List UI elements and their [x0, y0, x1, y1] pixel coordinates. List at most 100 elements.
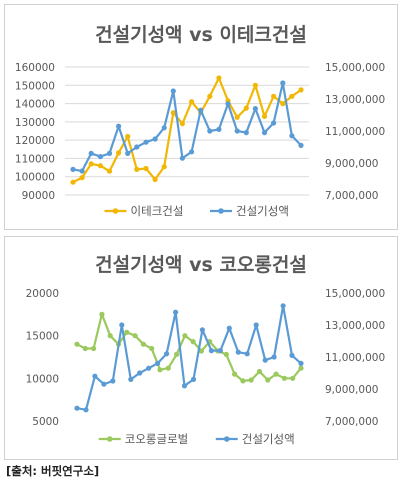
chart-1-series-1-point	[170, 110, 176, 116]
chart-1-series-1-point	[125, 133, 131, 140]
chart-1-series-2-point	[261, 130, 268, 136]
chart-1-right-tick-label: 9,000,000	[325, 158, 378, 170]
chart-1-series-2-point	[79, 168, 85, 174]
chart-1-series-1-point	[289, 93, 295, 99]
chart-1-series-2-point	[97, 154, 103, 160]
chart-2-series-2-point	[289, 352, 295, 358]
chart-1-series-2-point	[289, 133, 295, 139]
chart-2-series-1-point	[165, 365, 171, 371]
chart-1-series-2-point	[189, 149, 195, 155]
chart-2-left-tick-label: 5000	[32, 416, 59, 428]
chart-1-left-tick-label: 150000	[15, 80, 55, 92]
chart-1-series-1-point	[106, 168, 113, 174]
chart-2-series-1-point	[273, 371, 279, 377]
chart-2-title: 건설기성액 vs 코오롱건설	[95, 254, 307, 276]
chart-1-series-1-point	[234, 114, 240, 120]
chart-2-series-1-point	[281, 375, 287, 381]
chart-1-series-2-point	[198, 107, 204, 113]
chart-2-series-1-point	[107, 333, 113, 339]
chart-1-series-1-point	[70, 179, 76, 185]
chart-2-series-2-point	[119, 322, 125, 328]
chart-1-series-2-point	[125, 150, 131, 156]
chart-2-legend-label-1: 코오롱글로벌	[125, 432, 188, 446]
chart-2-series-1-point	[223, 351, 229, 357]
chart-1-series-1-point	[252, 82, 258, 88]
chart-1-left-tick-label: 130000	[15, 117, 55, 129]
chart-2-series-2-point	[146, 365, 152, 371]
chart-1-series-1-point	[79, 175, 85, 181]
chart-2-right-tick-label: 9,000,000	[325, 384, 378, 396]
chart-1-series-2-point	[234, 128, 240, 134]
chart-1-series-1-point	[298, 87, 304, 93]
chart-2-svg: 건설기성액 vs 코오롱건설 5000 10000 15000 20000 7,000,0…	[26, 254, 386, 446]
chart-1-series-2-point	[161, 125, 167, 131]
chart-2-legend-swatch-marker	[106, 436, 113, 442]
chart-1-series-1-point	[143, 165, 149, 172]
chart-2-left-tick-label: 20000	[26, 288, 59, 300]
chart-2-series-2-point	[83, 407, 89, 413]
chart-2-series-2-point	[137, 370, 143, 376]
chart-2-series-2-point	[92, 373, 98, 379]
chart-1-series-1-point	[207, 93, 213, 99]
chart-2-series-2-point	[173, 309, 179, 315]
chart-1-left-tick-label: 90000	[22, 190, 55, 202]
chart-2-series-1-point	[91, 345, 97, 352]
chart-1-series-2-point	[280, 80, 286, 86]
chart-1-series-1-point	[261, 113, 268, 119]
chart-2-series-1-point	[82, 345, 88, 352]
chart-1-right-tick-label: 15,000,000	[325, 62, 385, 74]
chart-1-series-2-point	[116, 123, 122, 129]
chart-2-legend-swatch-marker	[223, 436, 230, 442]
chart-1-title: 건설기성액 vs 이테크건설	[95, 24, 307, 46]
chart-1-series-2-point	[88, 150, 94, 156]
chart-1-legend-label-1: 이테크건설	[131, 204, 184, 218]
chart-2-series-2-point	[208, 348, 214, 354]
chart-2-series-2-point	[298, 360, 304, 366]
chart-2-legend-label-2: 건설기성액	[242, 432, 295, 446]
chart-2-series-2-point	[74, 405, 80, 411]
chart-2-series-2-point	[101, 381, 107, 387]
chart-1-series-2-point	[134, 144, 140, 150]
chart-2-series-1-point	[124, 329, 130, 335]
chart-1-left-tick-label: 110000	[15, 153, 55, 165]
chart-2-series-2-point	[128, 376, 134, 382]
chart-1-series-1-point	[152, 176, 158, 183]
chart-2-series-1-point	[256, 368, 263, 375]
chart-2-series-2-point	[262, 357, 268, 363]
chart-1-series-2-point	[243, 130, 249, 136]
chart-2-series-2-point	[181, 383, 188, 389]
chart-1-series-2-point	[70, 166, 76, 172]
chart-1-right-tick-label: 13,000,000	[325, 94, 385, 106]
source-credit: [출처: 버핏연구소]	[6, 464, 100, 478]
chart-1-right-tick-label: 7,000,000	[325, 190, 378, 202]
chart-2-series-2-point	[190, 376, 197, 382]
chart-2-series-1-point	[298, 365, 304, 371]
chart-1-series-2-point	[143, 139, 149, 145]
chart-1-series-1-point	[271, 93, 277, 99]
chart-1-left-tick-label: 160000	[15, 62, 55, 74]
chart-1-series-2-point	[106, 150, 113, 156]
chart-2-right-tick-label: 13,000,000	[325, 320, 385, 332]
chart-2-series-1-point	[140, 341, 146, 347]
chart-1-legend-label-2: 건설기성액	[236, 204, 289, 218]
chart-2-series-2-point	[110, 378, 116, 384]
chart-1-series-1-point	[97, 163, 103, 169]
chart-1-series-2-point	[170, 88, 176, 94]
chart-2-series-1-point	[248, 377, 254, 383]
chart-2-series-2-point	[164, 351, 170, 357]
chart-2-series-1-point	[182, 333, 188, 339]
chart-2-series-2-point	[253, 322, 259, 328]
chart-2-series-2-point	[155, 360, 161, 366]
chart-1-series-1-point	[161, 164, 167, 170]
chart-1-series-2-point	[225, 101, 231, 107]
chart-1-series-2-point	[271, 120, 277, 126]
chart-1-series-2-point	[207, 128, 213, 134]
chart-2-right-tick-label: 15,000,000	[325, 288, 385, 300]
chart-1-series-1-point	[189, 99, 195, 105]
chart-2-series-1-point	[265, 377, 271, 383]
chart-1-series-1-point	[243, 105, 249, 111]
chart-2-series-1-point	[290, 375, 296, 381]
chart-2-series-1-point	[174, 351, 180, 357]
chart-1-left-tick-label: 140000	[15, 99, 55, 111]
chart-1-series-2-point	[152, 136, 158, 142]
